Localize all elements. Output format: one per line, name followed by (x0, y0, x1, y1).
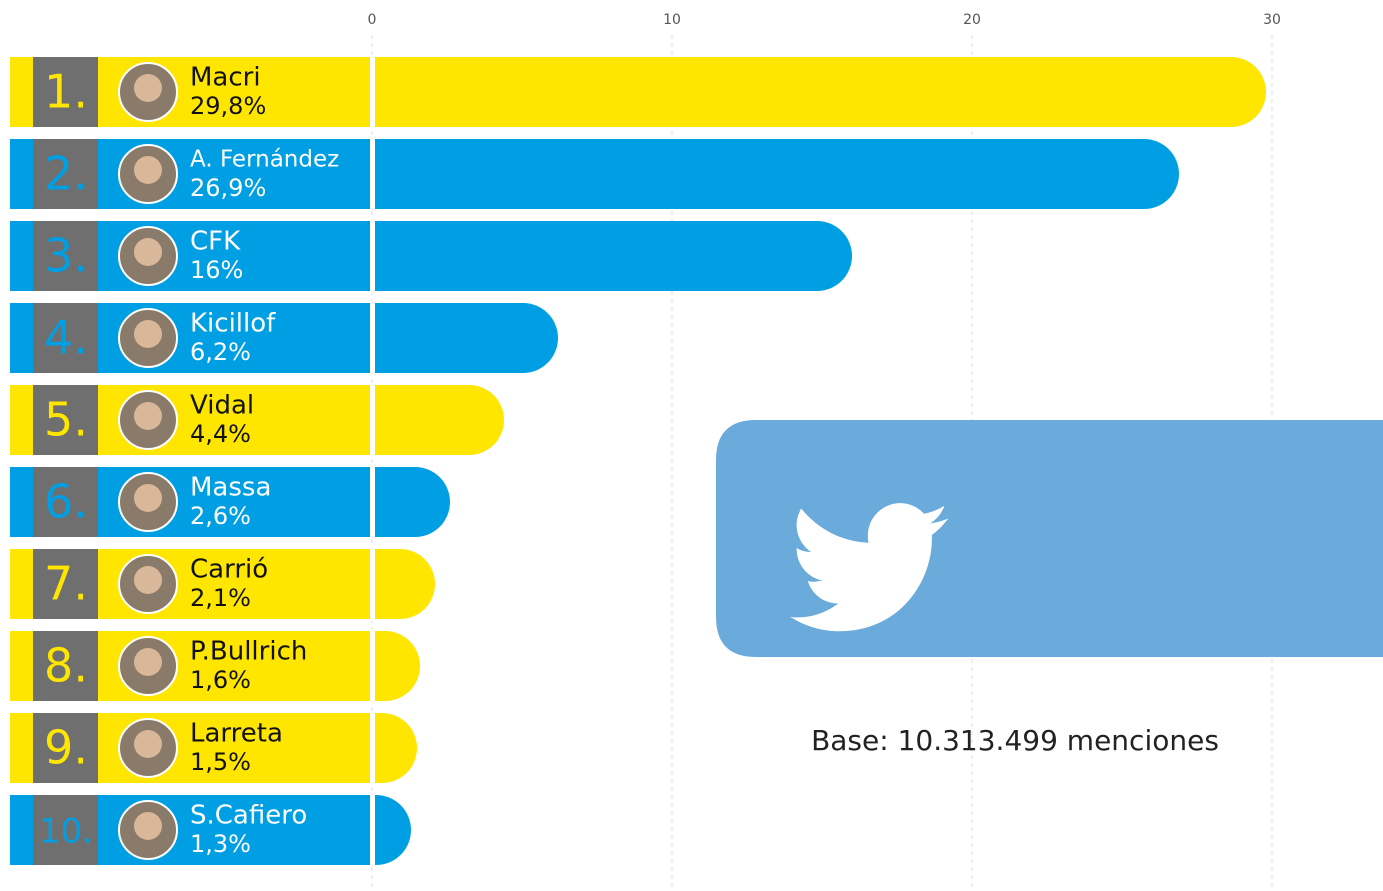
divider (370, 793, 375, 867)
bar (372, 713, 417, 783)
divider (370, 55, 375, 129)
divider (370, 301, 375, 375)
name: Massa (190, 473, 271, 503)
divider (370, 711, 375, 785)
photo-face (134, 402, 162, 430)
name: Carrió (190, 555, 268, 585)
divider (370, 547, 375, 621)
value-label: 1,6% (190, 666, 251, 694)
value-label: 2,1% (190, 584, 251, 612)
value-label: 29,8% (190, 92, 266, 120)
photo-face (134, 74, 162, 102)
photo-face (134, 484, 162, 512)
name: Kicillof (190, 309, 276, 339)
rank: 7. (44, 557, 88, 611)
name: A. Fernández (190, 147, 339, 173)
rank: 9. (44, 721, 88, 775)
value-label: 6,2% (190, 338, 251, 366)
name: Larreta (190, 719, 283, 749)
rank-box (33, 467, 98, 537)
name: Macri (190, 63, 261, 93)
photo-face (134, 812, 162, 840)
x-tick-label: 20 (963, 12, 981, 28)
value-label: 1,5% (190, 748, 251, 776)
photo-face (134, 238, 162, 266)
name: Vidal (190, 391, 254, 421)
name: P.Bullrich (190, 637, 307, 667)
photo-face (134, 156, 162, 184)
bar (372, 631, 420, 701)
value-label: 4,4% (190, 420, 251, 448)
rank-box (33, 385, 98, 455)
rank: 6. (44, 475, 88, 529)
rank-box (33, 57, 98, 127)
rank: 8. (44, 639, 88, 693)
rank: 2. (44, 147, 88, 201)
bar (372, 303, 558, 373)
divider (370, 465, 375, 539)
rank: 1. (44, 65, 88, 119)
rank-box (33, 303, 98, 373)
divider (370, 629, 375, 703)
rank: 4. (44, 311, 88, 365)
x-tick-label: 10 (663, 12, 681, 28)
bar (372, 139, 1179, 209)
bar (372, 795, 411, 865)
rank-box (33, 549, 98, 619)
annotation: Base: 10.313.499 menciones (811, 724, 1219, 757)
divider (370, 219, 375, 293)
x-tick-label: 0 (368, 12, 377, 28)
bar (372, 467, 450, 537)
rank: 3. (44, 229, 88, 283)
x-tick-label: 30 (1263, 12, 1281, 28)
rank-box (33, 713, 98, 783)
value-label: 2,6% (190, 502, 251, 530)
rank: 5. (44, 393, 88, 447)
value-label: 16% (190, 256, 243, 284)
name: S.Cafiero (190, 801, 307, 831)
twitter-bird (790, 503, 949, 632)
bar (372, 57, 1266, 127)
value-label: 26,9% (190, 174, 266, 202)
twitter-card (716, 420, 1383, 657)
divider (370, 383, 375, 457)
divider (370, 137, 375, 211)
bar (372, 549, 435, 619)
rank-box (33, 221, 98, 291)
photo-face (134, 648, 162, 676)
photo-face (134, 566, 162, 594)
rank-box (33, 631, 98, 701)
value-label: 1,3% (190, 830, 251, 858)
bar (372, 385, 504, 455)
rank: 10. (39, 812, 93, 852)
name: CFK (190, 227, 241, 257)
bar (372, 221, 852, 291)
rank-box (33, 795, 98, 865)
rank-box (33, 139, 98, 209)
photo-face (134, 730, 162, 758)
photo-face (134, 320, 162, 348)
